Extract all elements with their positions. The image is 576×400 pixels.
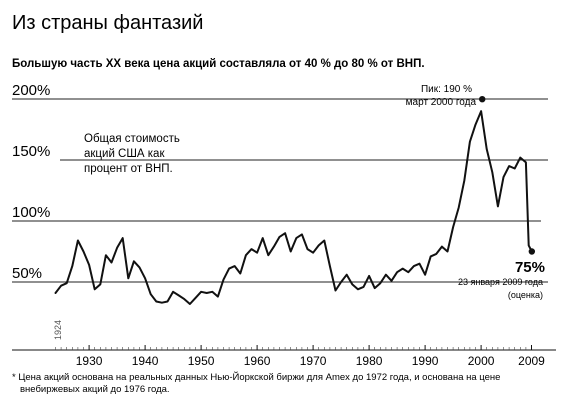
- y-tick-label: 50%: [12, 265, 42, 282]
- end-date-label: 23 января 2009 года: [458, 277, 543, 287]
- x-tick-label: 1970: [300, 354, 327, 368]
- x-tick-label: 1990: [412, 354, 439, 368]
- series-label-line1: Общая стоимость: [84, 133, 180, 145]
- peak-label-line2: март 2000 года: [406, 97, 477, 108]
- series-label-line2: акций США как: [84, 148, 165, 160]
- y-axis-ticks: 50% 100% 150% 200%: [12, 82, 50, 282]
- y-tick-label: 100%: [12, 204, 50, 221]
- start-year-label: 1924: [53, 320, 63, 340]
- x-tick-label: 2000: [468, 354, 495, 368]
- x-tick-label: 1960: [244, 354, 271, 368]
- x-tick-label: 1980: [356, 354, 383, 368]
- chart-title: Из страны фантазий: [12, 12, 203, 34]
- x-tick-label: 2009: [518, 354, 545, 368]
- end-estimate-label: (оценка): [508, 290, 543, 300]
- y-tick-label: 150%: [12, 143, 50, 160]
- x-tick-label: 1950: [188, 354, 215, 368]
- end-value-label: 75%: [515, 259, 545, 276]
- y-tick-label: 200%: [12, 82, 50, 99]
- footnote-line1: * Цена акций основана на реальных данных…: [12, 371, 500, 383]
- series-line: [54, 110, 533, 305]
- x-axis: 1930 1940 1950 1960 1970 1980 1990 2000 2009: [12, 345, 556, 368]
- series-label-line3: процент от ВНП.: [84, 163, 173, 175]
- end-marker: [528, 248, 536, 255]
- chart-subtitle: Большую часть XX века цена акций составл…: [12, 58, 425, 70]
- footnote-line2: внебиржевых акций до 1976 года.: [20, 384, 170, 395]
- peak-marker: [479, 96, 486, 103]
- x-tick-label: 1940: [132, 354, 159, 368]
- x-tick-label: 1930: [76, 354, 103, 368]
- peak-label-line1: Пик: 190 %: [421, 84, 472, 95]
- gridlines: [12, 98, 548, 283]
